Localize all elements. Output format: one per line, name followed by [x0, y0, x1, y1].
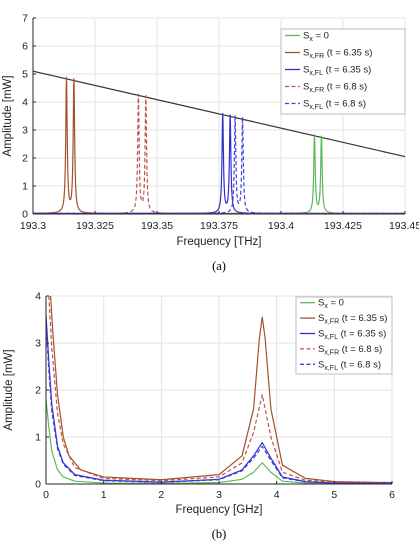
legend-entry: Sx,FR (t = 6.35 s): [303, 48, 372, 61]
envelope-line: [32, 70, 406, 158]
legend-entry: Sx,FL (t = 6.35 s): [318, 329, 386, 342]
legend-symbol: S: [318, 359, 324, 370]
legend-subscript: x: [324, 303, 328, 310]
x-tick-label: 193.325: [76, 220, 114, 232]
x-tick-label: 193.45: [389, 220, 419, 232]
legend-entry: Sx,FL (t = 6.8 s): [318, 359, 381, 372]
y-tick-label: 0: [35, 479, 41, 491]
legend-symbol: S: [303, 99, 309, 110]
legend-entry: Sx,FL (t = 6.35 s): [303, 65, 371, 78]
x-tick-label: 3: [216, 489, 222, 501]
legend-detail: (t = 6.35 s): [338, 329, 386, 340]
y-tick-label: 4: [22, 97, 28, 109]
legend-symbol: S: [303, 82, 309, 93]
legend: Sx = 0Sx,FR (t = 6.35 s)Sx,FL (t = 6.35 …: [295, 296, 393, 375]
x-tick-label: 4: [274, 489, 280, 501]
legend-detail: (t = 6.35 s): [324, 48, 372, 59]
y-tick-label: 1: [22, 181, 28, 193]
y-tick-label: 2: [22, 153, 28, 165]
legend-subscript: x,FL: [324, 334, 338, 341]
legend-symbol: S: [318, 298, 324, 309]
legend-detail: (t = 6.8 s): [323, 99, 366, 110]
x-tick-label: 193.4: [268, 220, 294, 232]
legend-subscript: x,FL: [324, 365, 338, 372]
legend-subscript: x,FL: [309, 104, 323, 111]
x-tick-label: 2: [158, 489, 164, 501]
series-line: [33, 93, 405, 214]
y-tick-label: 1: [35, 432, 41, 444]
legend-entry: Sx = 0: [303, 31, 329, 44]
y-tick-label: 5: [22, 69, 28, 81]
y-tick-label: 2: [35, 385, 41, 397]
x-tick-label: 193.3: [20, 220, 46, 232]
legend-entry: Sx,FR (t = 6.35 s): [318, 313, 387, 326]
x-tick-label: 6: [389, 489, 395, 501]
legend-subscript: x,FR: [324, 319, 339, 326]
legend-subscript: x,FL: [309, 70, 323, 77]
legend-entry: Sx,FR (t = 6.8 s): [318, 344, 382, 357]
legend-detail: (t = 6.8 s): [338, 359, 381, 370]
series-line: [33, 115, 405, 214]
legend: Sx = 0Sx,FR (t = 6.35 s)Sx,FL (t = 6.35 …: [280, 28, 406, 115]
legend-subscript: x,FR: [309, 53, 324, 60]
y-tick-label: 6: [22, 41, 28, 53]
x-tick-label: 5: [331, 489, 337, 501]
x-tick-label: 193.425: [324, 220, 362, 232]
x-axis-label: Frequency [GHz]: [176, 504, 263, 516]
legend-detail: (t = 6.8 s): [324, 82, 367, 93]
legend-symbol: S: [318, 344, 324, 355]
series-line: [46, 324, 392, 484]
legend-box: [295, 296, 393, 375]
legend-entry: Sx = 0: [318, 298, 344, 311]
y-axis-label: Amplitude [mW]: [2, 75, 14, 156]
legend-detail: = 0: [313, 31, 329, 42]
plot-series: [33, 76, 405, 214]
x-tick-label: 0: [43, 489, 49, 501]
figure-caption: (b): [212, 527, 227, 541]
legend-detail: = 0: [328, 298, 344, 309]
x-tick-label: 1: [101, 489, 107, 501]
legend-entry: Sx,FL (t = 6.8 s): [303, 99, 366, 112]
legend-detail: (t = 6.35 s): [339, 313, 387, 324]
figure-caption: (a): [212, 259, 226, 273]
legend-symbol: S: [318, 313, 324, 324]
legend-subscript: x: [309, 36, 313, 43]
x-tick-label: 193.375: [200, 220, 238, 232]
chart-a: 193.3 193.325 193.35 193.375 193.4 193.425 193…: [2, 13, 419, 274]
plot-series: [46, 296, 392, 484]
legend-detail: (t = 6.8 s): [339, 344, 382, 355]
legend-detail: (t = 6.35 s): [323, 65, 371, 76]
chart-b: 0 1 2 3 4 5 6 0 1 2 3 4 Frequency [GHz] Amplitude [mW…: [3, 291, 395, 542]
legend-entry: Sx,FR (t = 6.8 s): [303, 82, 367, 95]
y-tick-label: 0: [22, 209, 28, 221]
y-tick-label: 7: [22, 13, 28, 25]
y-tick-label: 3: [35, 338, 41, 350]
legend-symbol: S: [303, 31, 309, 42]
series-line: [50, 296, 392, 484]
y-tick-label: 3: [22, 125, 28, 137]
x-tick-label: 193.35: [141, 220, 173, 232]
y-tick-label: 4: [35, 291, 41, 303]
legend-symbol: S: [318, 329, 324, 340]
legend-symbol: S: [303, 65, 309, 76]
x-axis-label: Frequency [THz]: [177, 236, 262, 248]
legend-symbol: S: [303, 48, 309, 59]
legend-subscript: x,FR: [324, 349, 339, 356]
legend-box: [280, 28, 406, 115]
y-axis-label: Amplitude [mW]: [3, 349, 15, 430]
series-line: [48, 296, 392, 484]
legend-subscript: x,FR: [309, 87, 324, 94]
